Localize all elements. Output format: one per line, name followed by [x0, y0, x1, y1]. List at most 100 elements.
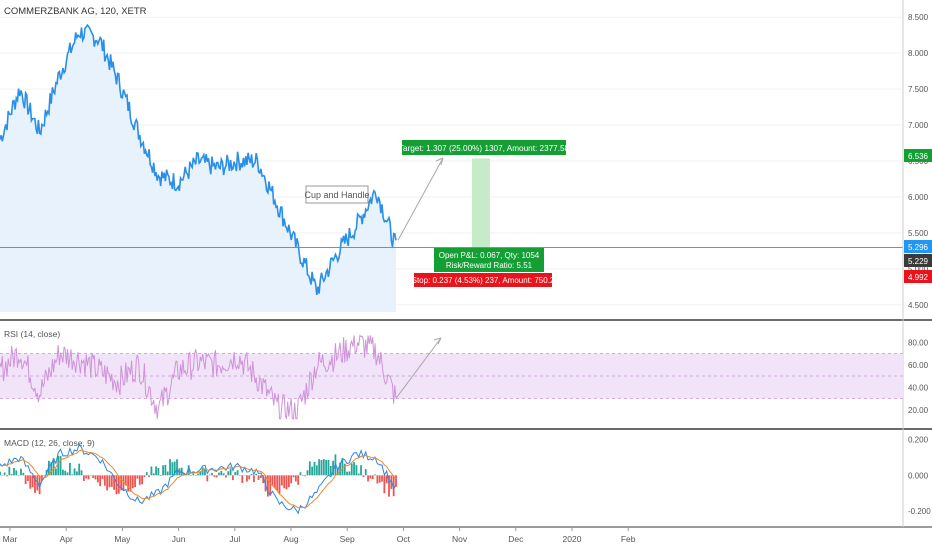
- symbol-title: COMMERZBANK AG, 120, XETR: [4, 6, 147, 17]
- price-tick-label: 8.000: [908, 49, 929, 58]
- macd-histogram-bar: [348, 471, 351, 476]
- target-zone: [472, 158, 490, 253]
- macd-histogram-bar: [8, 466, 11, 476]
- macd-histogram-bar: [304, 475, 307, 477]
- macd-histogram-bar: [15, 470, 18, 476]
- rsi-tick-label: 40.00: [908, 383, 929, 392]
- macd-histogram-bar: [78, 463, 81, 476]
- rsi-tick-label: 20.00: [908, 406, 929, 415]
- macd-histogram-bar: [89, 475, 92, 476]
- macd-histogram-bar: [71, 474, 74, 476]
- macd-histogram-bar: [101, 475, 104, 480]
- macd-histogram-bar: [357, 473, 360, 476]
- macd-histogram-bar: [145, 472, 148, 476]
- macd-histogram-bar: [225, 475, 227, 478]
- rsi-tick-label: 80.00: [908, 338, 929, 347]
- macd-histogram-bar: [320, 460, 323, 476]
- stop-label: Stop: 0.237 (4.53%) 237, Amount: 750.2: [412, 276, 555, 285]
- macd-histogram-bar: [92, 475, 95, 478]
- price-tick-label: 5.000: [908, 265, 929, 274]
- macd-histogram-bar: [232, 475, 234, 481]
- macd-histogram-bar: [376, 475, 379, 484]
- time-axis[interactable]: Mar Apr May Jun Jul Aug Sep Oct Nov Dec 2020 Feb: [3, 527, 636, 544]
- macd-axis[interactable]: 0.200 0.000 -0.200: [908, 436, 931, 516]
- macd-histogram-bar: [169, 459, 171, 476]
- macd-histogram-bar: [136, 475, 139, 479]
- macd-histogram-bar: [143, 475, 146, 477]
- macd-histogram-bar: [22, 472, 25, 476]
- macd-histogram-bar: [395, 475, 397, 487]
- macd-histogram-bar: [388, 475, 390, 497]
- macd-histogram-bar: [10, 474, 13, 476]
- macd-histogram-bar: [1, 475, 4, 476]
- svg-text:4.992: 4.992: [908, 273, 929, 282]
- macd-histogram-bar: [332, 460, 335, 476]
- stop-label-box[interactable]: Stop: 0.237 (4.53%) 237, Amount: 750.2: [412, 273, 555, 287]
- macd-histogram-bar: [255, 473, 258, 476]
- svg-text:5.229: 5.229: [908, 257, 929, 266]
- macd-histogram-bar: [187, 465, 190, 476]
- macd-histogram-bar: [313, 461, 316, 476]
- macd-histogram-bar: [290, 475, 293, 484]
- price-tick-label: 7.000: [908, 121, 929, 130]
- target-label-box[interactable]: Target: 1.307 (25.00%) 1307, Amount: 237…: [399, 140, 570, 155]
- macd-histogram-bar: [308, 461, 311, 476]
- pattern-label: Cup and Handle: [304, 190, 369, 200]
- macd-histogram-bar: [218, 472, 220, 476]
- macd-pane[interactable]: [0, 443, 397, 515]
- macd-histogram-bar: [134, 475, 137, 488]
- price-tick-label: 6.000: [908, 193, 929, 202]
- macd-histogram-bar: [31, 475, 34, 488]
- macd-histogram-bar: [215, 475, 218, 478]
- macd-histogram-bar: [117, 475, 120, 494]
- rsi-pane[interactable]: [0, 334, 903, 420]
- macd-tick-label: 0.200: [908, 436, 929, 445]
- macd-histogram-bar: [315, 465, 318, 476]
- macd-histogram-bar: [220, 470, 223, 476]
- macd-histogram-bar: [369, 475, 372, 479]
- macd-histogram-bar: [381, 475, 383, 482]
- macd-histogram-bar: [127, 475, 130, 492]
- rsi-tick-label: 60.00: [908, 361, 929, 370]
- open-pnl-box[interactable]: Open P&L: 0.067, Qty: 1054 Risk/Reward R…: [434, 248, 544, 272]
- macd-histogram-bar: [29, 475, 32, 489]
- macd-histogram-bar: [385, 475, 388, 484]
- pattern-label-box[interactable]: Cup and Handle: [304, 185, 370, 204]
- macd-histogram-bar: [3, 472, 6, 476]
- macd-histogram-bar: [346, 471, 348, 476]
- open-pnl-line1: Open P&L: 0.067, Qty: 1054: [439, 251, 540, 260]
- time-tick-label: Mar: [3, 534, 18, 544]
- time-tick-label: Feb: [621, 534, 636, 544]
- time-tick-label: Nov: [452, 534, 468, 544]
- rsi-projection-arrow: [395, 337, 442, 399]
- rsi-arrow-head: [433, 337, 442, 345]
- macd-histogram-bar: [38, 475, 41, 495]
- macd-histogram-bar: [327, 459, 330, 476]
- rsi-axis[interactable]: 80.00 60.00 40.00 20.00: [908, 338, 929, 415]
- macd-histogram-bar: [273, 475, 276, 489]
- rsi-title: RSI (14, close): [4, 329, 60, 339]
- macd-histogram-bar: [262, 475, 265, 484]
- macd-histogram-bar: [311, 466, 314, 476]
- macd-histogram-bar: [166, 471, 169, 476]
- time-tick-label: Apr: [60, 534, 73, 544]
- macd-histogram-bar: [367, 475, 369, 482]
- macd-histogram-bar: [108, 475, 111, 488]
- macd-histogram-bar: [190, 475, 192, 476]
- macd-histogram-bar: [360, 465, 362, 476]
- macd-histogram-bar: [141, 475, 143, 485]
- macd-histogram-bar: [13, 468, 15, 476]
- current-price-badge: 5.296: [904, 240, 932, 253]
- macd-histogram-bar: [138, 475, 141, 485]
- rsi-line: [0, 334, 397, 420]
- macd-histogram-bar: [306, 470, 309, 476]
- macd-histogram-bar: [52, 458, 55, 476]
- macd-histogram-bar: [292, 475, 295, 478]
- macd-histogram-bar: [362, 475, 365, 478]
- macd-histogram-bar: [164, 464, 167, 476]
- macd-histogram-bar: [159, 475, 162, 477]
- macd-histogram-bar: [75, 471, 78, 476]
- macd-histogram-bar: [250, 473, 253, 476]
